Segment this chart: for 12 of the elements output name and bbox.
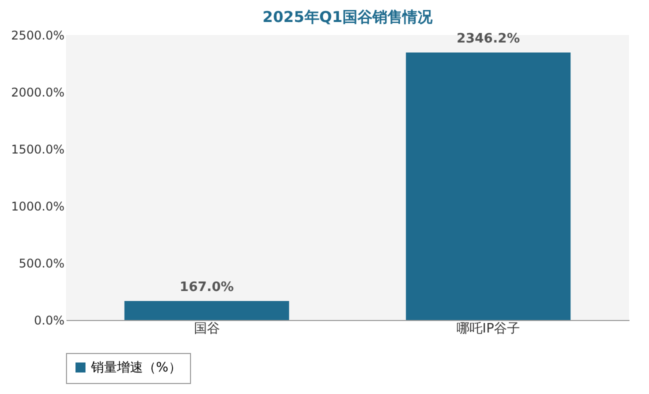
x-tick-label: 国谷 [194, 322, 220, 336]
data-label: 167.0% [180, 280, 234, 295]
chart-title: 2025年Q1国谷销售情况 [262, 8, 434, 26]
y-tick-label: 1000.0% [11, 200, 64, 214]
y-tick-label: 0.0% [34, 314, 64, 328]
y-tick-label: 2500.0% [11, 28, 64, 42]
y-tick-label: 2000.0% [11, 86, 64, 100]
y-tick-label: 500.0% [18, 256, 64, 270]
x-tick-label: 哪吒IP谷子 [456, 322, 520, 336]
data-label: 2346.2% [456, 32, 520, 47]
y-tick-label: 1500.0% [11, 142, 64, 156]
legend-label: 销量增速（%） [90, 360, 182, 376]
